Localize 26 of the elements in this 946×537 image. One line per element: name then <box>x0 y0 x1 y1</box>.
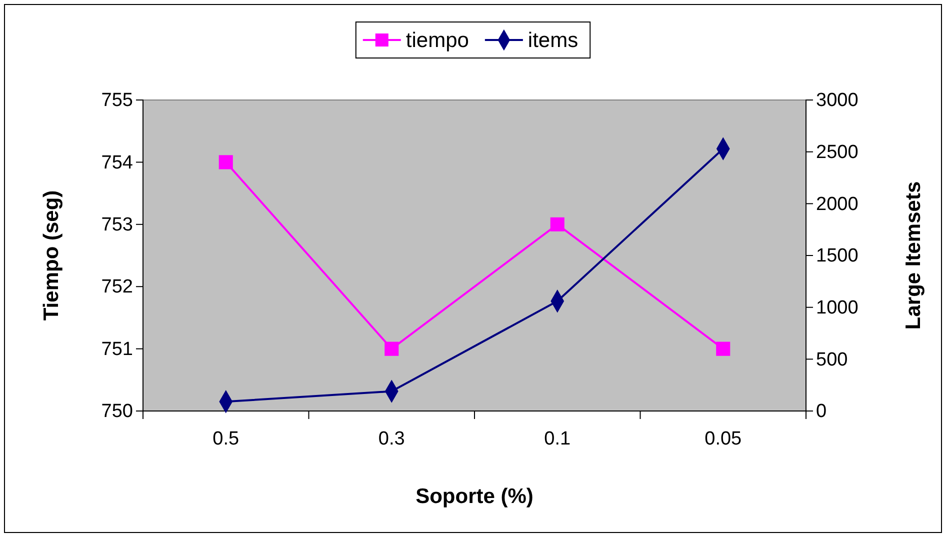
x-tick-label: 0.3 <box>378 428 405 450</box>
y2-tick-label: 2000 <box>816 194 858 215</box>
x-tick-label: 0.05 <box>704 428 742 450</box>
x-axis-title: Soporte (%) <box>416 485 534 508</box>
y-tick-label: 751 <box>101 338 133 360</box>
y2-tick-label: 1500 <box>816 246 858 267</box>
point <box>716 342 730 356</box>
y2-tick-label: 500 <box>816 349 848 370</box>
legend-label: items <box>528 29 578 52</box>
point <box>384 342 399 356</box>
y-tick-label: 754 <box>101 152 134 174</box>
legend-label: tiempo <box>406 29 469 52</box>
y2-tick-label: 2500 <box>816 142 858 163</box>
y-tick-label: 753 <box>101 214 133 236</box>
y2-tick-label: 0 <box>816 401 827 422</box>
y-axis-title: Tiempo (seg) <box>40 190 63 321</box>
y-tick-label: 750 <box>101 401 133 422</box>
y-tick-label: 755 <box>101 90 133 112</box>
y2-tick-label: 1000 <box>816 297 858 318</box>
x-tick-label: 0.1 <box>544 428 571 450</box>
point <box>550 217 564 232</box>
x-tick-label: 0.5 <box>212 428 240 450</box>
point <box>218 155 233 170</box>
y2-tick-label: 3000 <box>816 90 858 112</box>
y2-axis-title: Large Itemsets <box>902 181 925 330</box>
y-tick-label: 752 <box>101 276 133 298</box>
